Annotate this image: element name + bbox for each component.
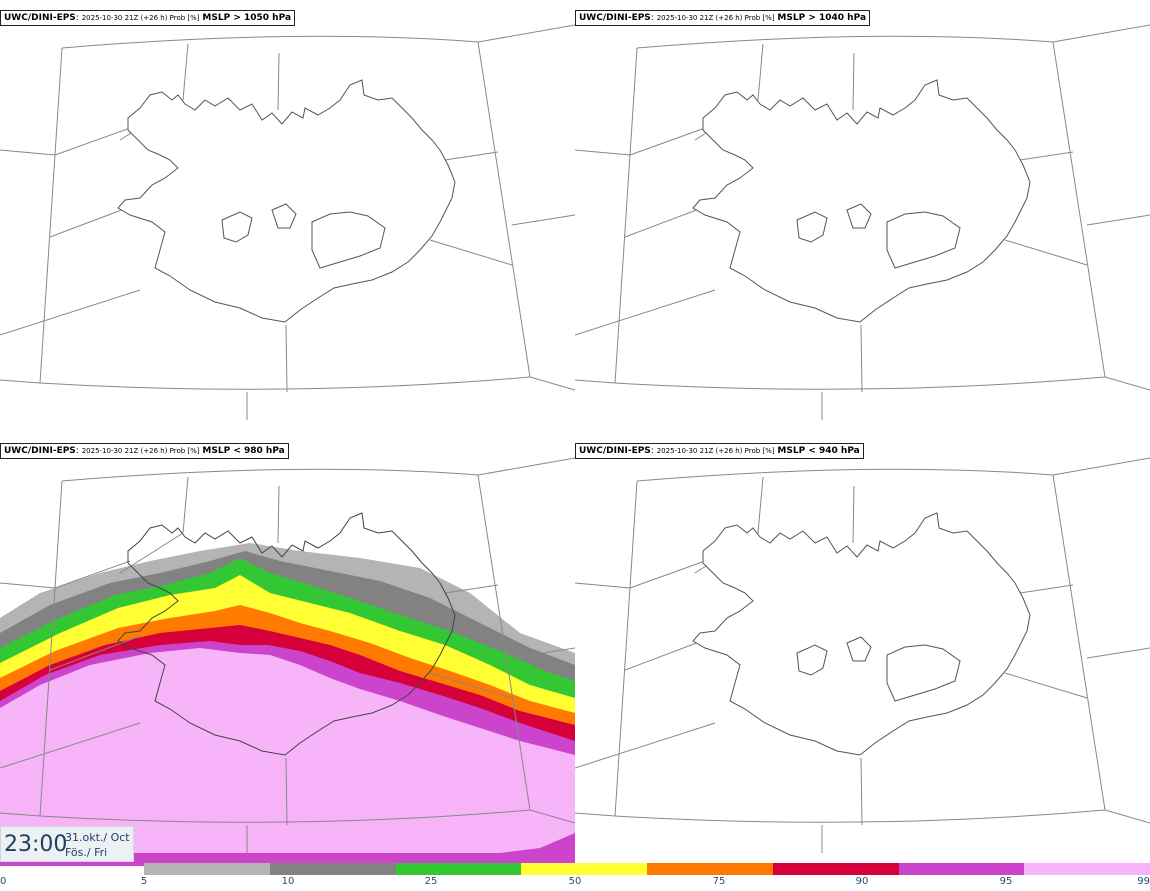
grid-lines xyxy=(0,24,575,420)
run-info: 2025-10-30 21Z (+26 h) Prob [%] xyxy=(81,14,200,22)
colorbar-segment xyxy=(772,863,899,875)
parameter-label: MSLP > 1040 hPa xyxy=(777,13,867,23)
iceland-coastline xyxy=(117,512,456,756)
colorbar-tick: 5 xyxy=(140,876,148,887)
panel-title: UWC/DINI-EPS: 2025-10-30 21Z (+26 h) Pro… xyxy=(0,443,289,459)
colorbar-segment xyxy=(269,863,396,875)
valid-weekday: Fös./ Fri xyxy=(65,846,108,859)
map-panel-mslp-lt-980: UWC/DINI-EPS: 2025-10-30 21Z (+26 h) Pro… xyxy=(0,433,575,866)
colorbar-ticks: 0 5 10 25 50 75 90 95 99 xyxy=(0,876,1150,891)
colorbar-tick: 0 xyxy=(0,876,7,887)
map-canvas xyxy=(0,457,575,866)
colorbar-tick: 50 xyxy=(568,876,582,887)
map-canvas xyxy=(0,24,575,420)
model-name: UWC/DINI-EPS xyxy=(579,446,651,456)
colorbar-tick: 25 xyxy=(424,876,438,887)
colorbar-segment xyxy=(647,863,773,875)
iceland-coastline xyxy=(692,79,1031,323)
colorbar-segment xyxy=(144,863,270,875)
map-panel-mslp-lt-940: UWC/DINI-EPS: 2025-10-30 21Z (+26 h) Pro… xyxy=(575,433,1150,866)
map-canvas xyxy=(575,24,1150,420)
map-canvas xyxy=(575,457,1150,853)
map-panel-mslp-gt-1040: UWC/DINI-EPS: 2025-10-30 21Z (+26 h) Pro… xyxy=(575,0,1150,433)
grid-lines xyxy=(0,457,575,853)
colorbar-tick: 75 xyxy=(712,876,726,887)
probability-fill xyxy=(0,543,575,866)
colorbar-segment xyxy=(521,863,647,875)
panel-title: UWC/DINI-EPS: 2025-10-30 21Z (+26 h) Pro… xyxy=(575,10,871,26)
iceland-coastline xyxy=(117,79,456,323)
parameter-label: MSLP < 940 hPa xyxy=(777,446,860,456)
grid-lines xyxy=(575,457,1150,853)
parameter-label: MSLP > 1050 hPa xyxy=(202,13,292,23)
iceland-coastline xyxy=(692,512,1031,756)
probability-colorbar xyxy=(144,863,1150,875)
model-name: UWC/DINI-EPS xyxy=(4,13,76,23)
valid-time-box: 23:00 31.okt./ Oct Fös./ Fri xyxy=(0,826,134,862)
colorbar-tick: 90 xyxy=(855,876,869,887)
colorbar-segment xyxy=(1024,863,1150,875)
panel-title: UWC/DINI-EPS: 2025-10-30 21Z (+26 h) Pro… xyxy=(0,10,296,26)
colorbar-tick: 95 xyxy=(999,876,1013,887)
run-info: 2025-10-30 21Z (+26 h) Prob [%] xyxy=(656,447,775,455)
panel-title: UWC/DINI-EPS: 2025-10-30 21Z (+26 h) Pro… xyxy=(575,443,864,459)
colorbar-segment xyxy=(395,863,522,875)
valid-time: 23:00 xyxy=(4,832,68,857)
parameter-label: MSLP < 980 hPa xyxy=(202,446,285,456)
colorbar-tick: 99 xyxy=(1137,876,1150,887)
run-info: 2025-10-30 21Z (+26 h) Prob [%] xyxy=(81,447,200,455)
run-info: 2025-10-30 21Z (+26 h) Prob [%] xyxy=(656,14,775,22)
map-panel-mslp-gt-1050: UWC/DINI-EPS: 2025-10-30 21Z (+26 h) Pro… xyxy=(0,0,575,433)
model-name: UWC/DINI-EPS xyxy=(579,13,651,23)
colorbar-segment xyxy=(898,863,1025,875)
model-name: UWC/DINI-EPS xyxy=(4,446,76,456)
colorbar-tick: 10 xyxy=(281,876,295,887)
valid-date: 31.okt./ Oct xyxy=(65,831,130,844)
